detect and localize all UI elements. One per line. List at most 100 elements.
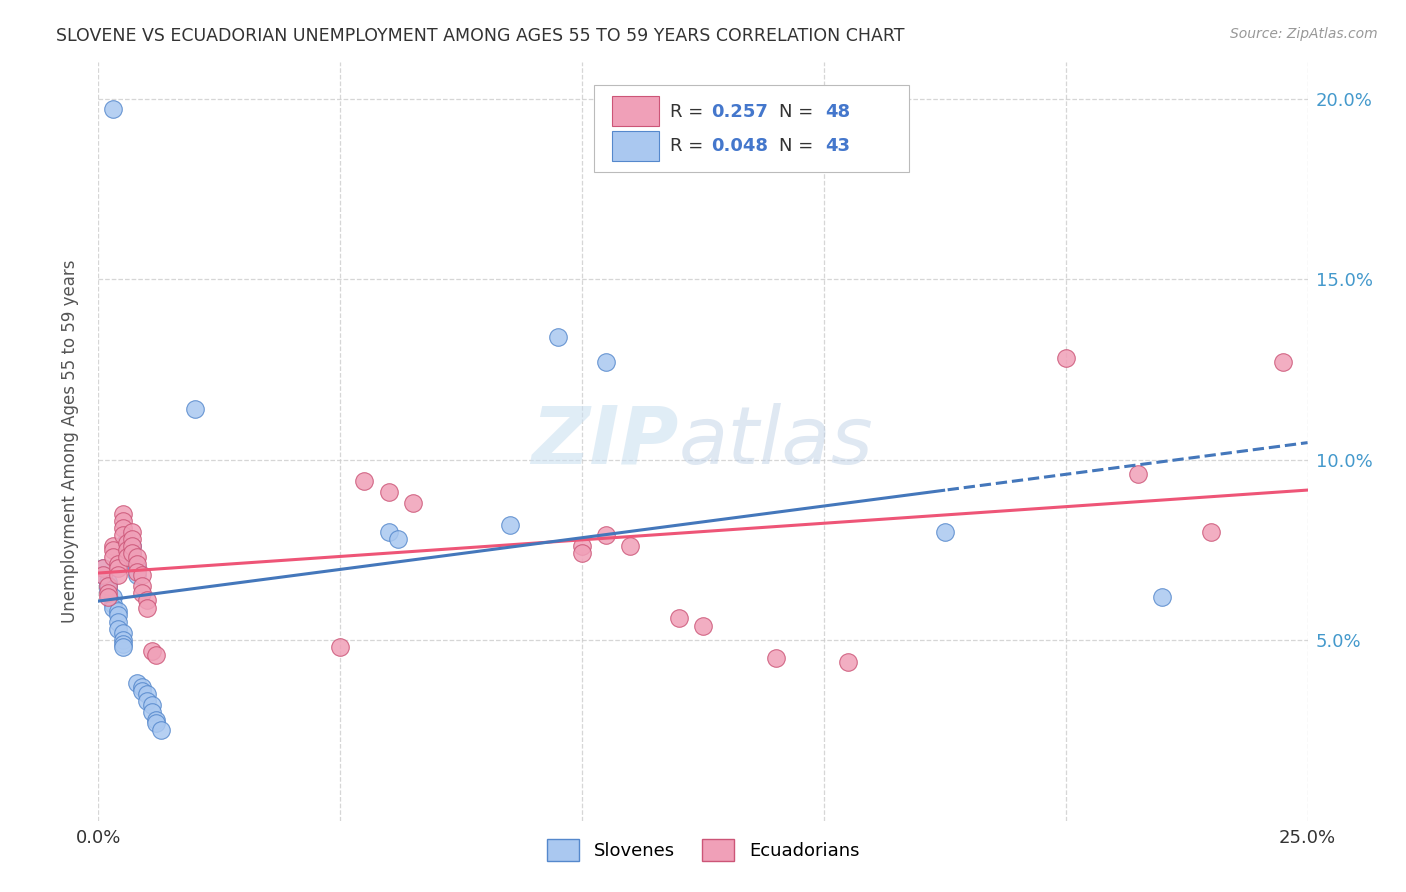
Point [117, 550, 139, 565]
Point [91, 561, 114, 575]
Point [1199, 524, 1222, 539]
Point [127, 558, 149, 572]
Text: Source: ZipAtlas.com: Source: ZipAtlas.com [1230, 27, 1378, 41]
Point [571, 539, 593, 553]
Point [111, 521, 134, 535]
Point [97, 590, 120, 604]
Point [353, 475, 375, 489]
Text: R =: R = [671, 136, 710, 155]
Point [117, 532, 139, 546]
Point [97, 586, 120, 600]
Text: ZIP: ZIP [531, 402, 679, 481]
Point [107, 561, 129, 575]
Point [131, 579, 153, 593]
Text: atlas: atlas [679, 402, 873, 481]
Point [121, 524, 143, 539]
Point [1128, 467, 1150, 481]
Point [101, 550, 124, 565]
Point [150, 723, 173, 738]
Point [111, 640, 134, 655]
Point [184, 402, 207, 417]
Point [91, 561, 114, 575]
Point [127, 565, 149, 579]
Text: R =: R = [671, 103, 710, 120]
Point [135, 600, 157, 615]
Point [547, 330, 569, 344]
Point [127, 568, 149, 582]
Point [837, 655, 859, 669]
Point [97, 575, 120, 590]
Point [131, 680, 153, 694]
Point [101, 600, 124, 615]
Y-axis label: Unemployment Among Ages 55 to 59 years: Unemployment Among Ages 55 to 59 years [60, 260, 79, 624]
Point [111, 637, 134, 651]
Point [127, 676, 149, 690]
Point [107, 607, 129, 622]
Point [571, 546, 593, 560]
Point [145, 648, 167, 662]
Point [934, 524, 956, 539]
Point [1152, 590, 1174, 604]
FancyBboxPatch shape [613, 130, 659, 161]
Point [377, 485, 399, 500]
Point [402, 496, 425, 510]
Point [121, 539, 143, 553]
Point [135, 593, 157, 607]
Point [101, 103, 124, 117]
Text: 48: 48 [825, 103, 851, 120]
Point [145, 716, 167, 731]
Point [595, 355, 617, 369]
Point [101, 597, 124, 611]
Point [111, 633, 134, 648]
Point [107, 568, 129, 582]
Point [619, 539, 641, 553]
Point [141, 644, 163, 658]
Point [121, 546, 143, 560]
Text: N =: N = [779, 103, 820, 120]
Point [117, 550, 139, 565]
Point [127, 561, 149, 575]
Point [101, 590, 124, 604]
Point [111, 507, 134, 521]
Text: SLOVENE VS ECUADORIAN UNEMPLOYMENT AMONG AGES 55 TO 59 YEARS CORRELATION CHART: SLOVENE VS ECUADORIAN UNEMPLOYMENT AMONG… [56, 27, 904, 45]
Point [111, 514, 134, 528]
Point [121, 532, 143, 546]
Text: 0.257: 0.257 [711, 103, 768, 120]
Text: 0.048: 0.048 [711, 136, 769, 155]
Point [91, 568, 114, 582]
Point [765, 651, 787, 665]
Point [117, 539, 139, 553]
Point [97, 582, 120, 597]
Point [111, 626, 134, 640]
Point [145, 713, 167, 727]
Point [117, 542, 139, 557]
Point [107, 558, 129, 572]
Point [1054, 351, 1077, 366]
FancyBboxPatch shape [595, 85, 908, 172]
Point [111, 528, 134, 542]
Text: N =: N = [779, 136, 820, 155]
Point [117, 535, 139, 549]
Point [91, 568, 114, 582]
Point [121, 539, 143, 553]
Point [595, 528, 617, 542]
Point [377, 524, 399, 539]
Point [498, 517, 520, 532]
Point [329, 640, 352, 655]
Point [107, 622, 129, 636]
Point [135, 687, 157, 701]
Point [131, 586, 153, 600]
Point [141, 698, 163, 712]
Point [668, 611, 690, 625]
Point [387, 532, 409, 546]
Point [131, 568, 153, 582]
FancyBboxPatch shape [613, 95, 659, 126]
Point [131, 683, 153, 698]
Point [97, 579, 120, 593]
Point [107, 604, 129, 618]
Point [101, 539, 124, 553]
Point [141, 706, 163, 720]
Point [101, 542, 124, 557]
Point [107, 615, 129, 629]
Point [121, 546, 143, 560]
